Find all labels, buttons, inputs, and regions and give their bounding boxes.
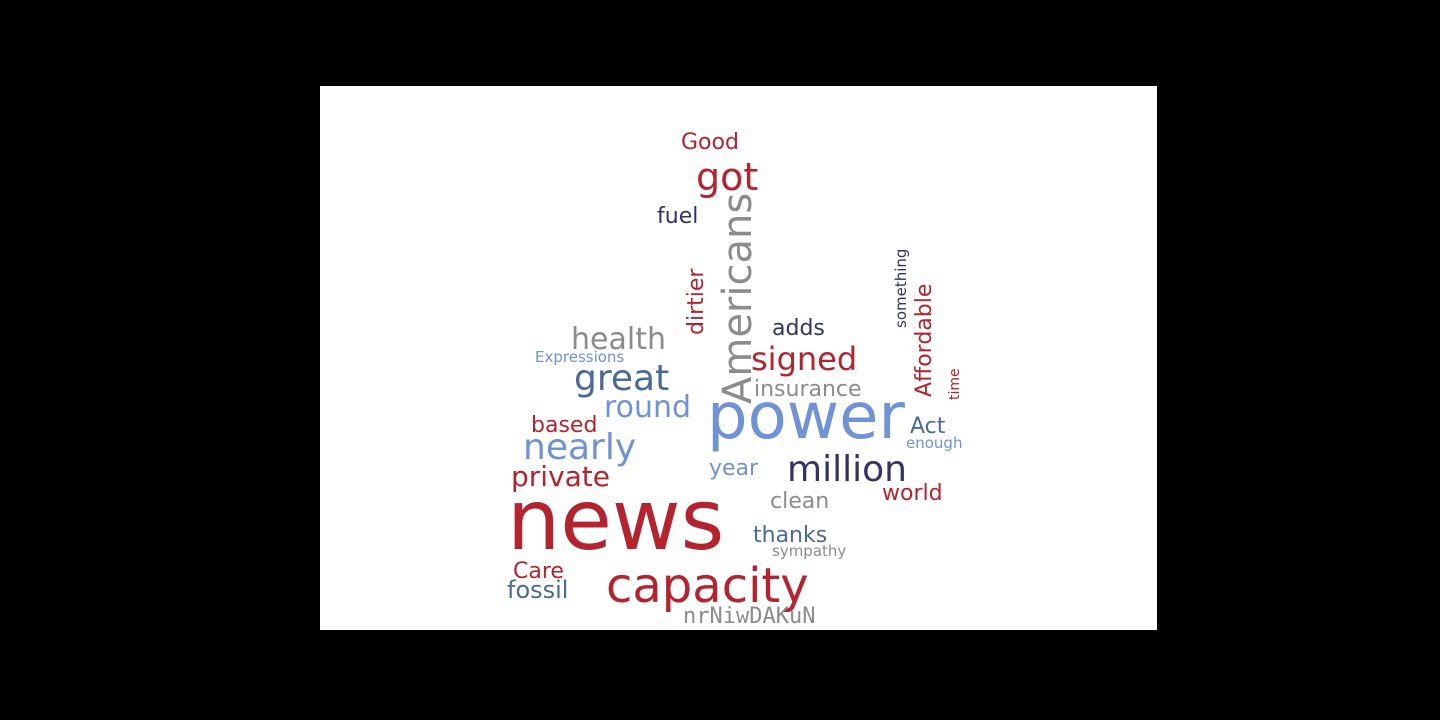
word-nrniwdakun: nrNiwDAKuN bbox=[683, 604, 816, 629]
word-year: year bbox=[709, 456, 759, 481]
word-something: something bbox=[892, 248, 910, 328]
word-million: million bbox=[787, 449, 907, 490]
word-health: health bbox=[571, 322, 666, 357]
word-got: got bbox=[696, 155, 759, 199]
word-nearly: nearly bbox=[523, 427, 637, 468]
word-care: Care bbox=[513, 559, 564, 584]
word-private: private bbox=[511, 460, 610, 493]
word-round: round bbox=[604, 390, 692, 425]
word-act: Act bbox=[910, 414, 946, 439]
word-dirtier: dirtier bbox=[684, 268, 709, 335]
word-fuel: fuel bbox=[657, 204, 699, 229]
word-news: news bbox=[507, 471, 725, 569]
word-good: Good bbox=[681, 130, 739, 155]
word-insurance: insurance bbox=[754, 377, 862, 402]
word-capacity: capacity bbox=[606, 558, 809, 614]
word-affordable: Affordable bbox=[912, 283, 937, 397]
word-adds: adds bbox=[772, 316, 825, 341]
word-clean: clean bbox=[770, 489, 830, 514]
word-fossil: fossil bbox=[507, 576, 569, 604]
word-signed: signed bbox=[751, 340, 858, 378]
word-power: power bbox=[707, 380, 905, 454]
word-enough: enough bbox=[906, 434, 963, 452]
word-world: world bbox=[882, 481, 943, 506]
word-cloud-canvas: Good got Americans fuel dirtier somethin… bbox=[320, 86, 1157, 630]
word-time: time bbox=[947, 368, 963, 400]
word-expressions: Expressions bbox=[535, 348, 625, 366]
word-thanks: thanks bbox=[753, 523, 828, 548]
word-based: based bbox=[531, 413, 598, 438]
word-sympathy: sympathy bbox=[772, 542, 847, 560]
word-great: great bbox=[574, 358, 670, 399]
